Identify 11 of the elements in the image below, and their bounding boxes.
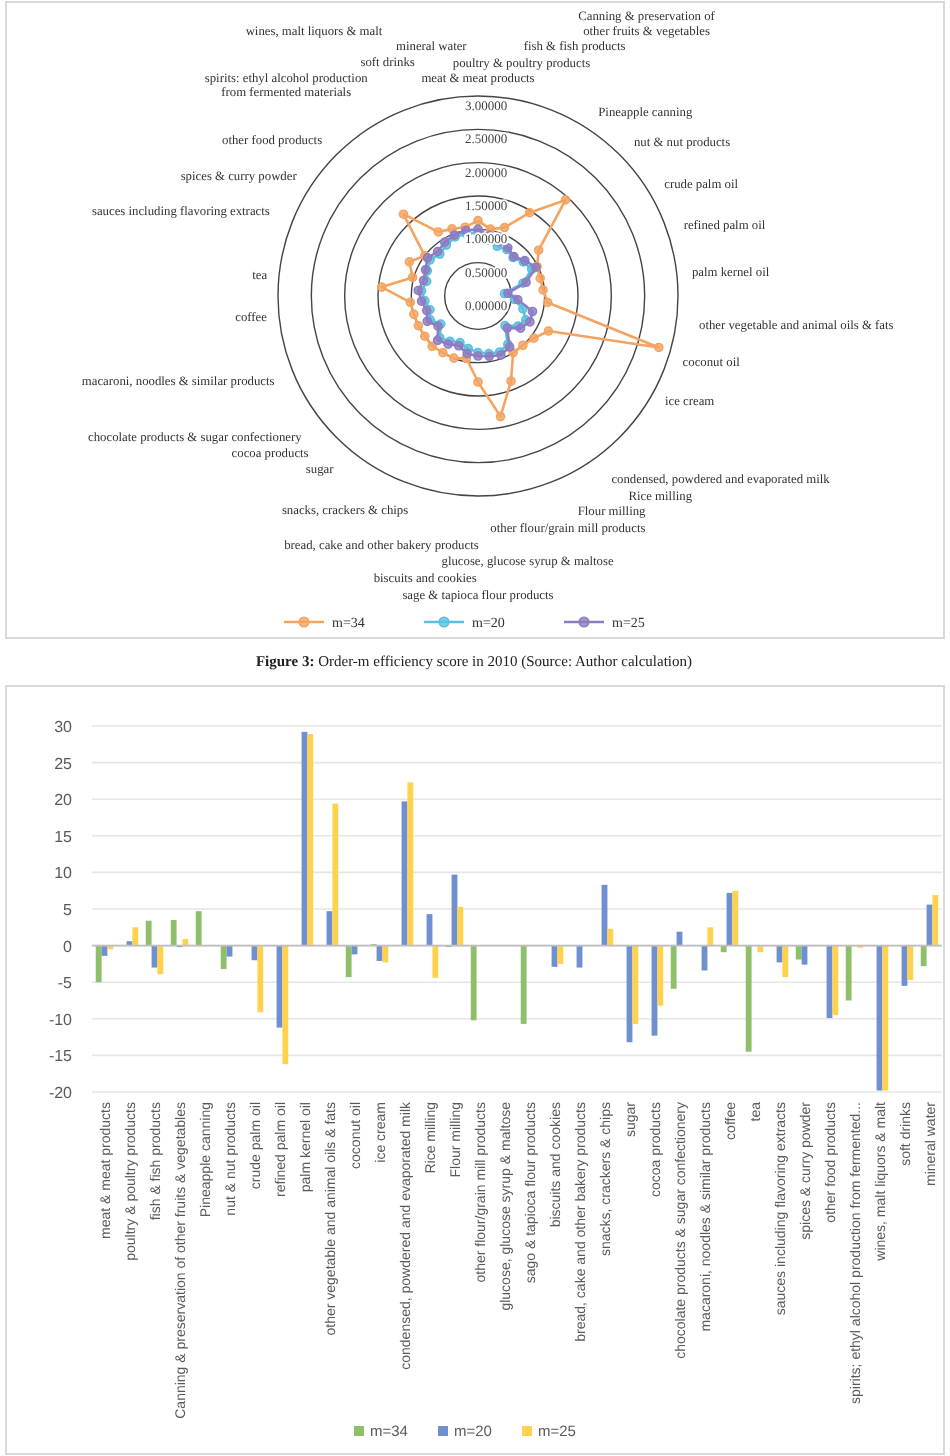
y-tick-label: -20 xyxy=(48,1084,74,1102)
y-tick-label: 10 xyxy=(54,864,74,883)
y-tick-label: 15 xyxy=(54,827,74,846)
y-tick-label: 20 xyxy=(54,791,74,810)
y-tick-label: 30 xyxy=(54,718,74,736)
y-tick-label: 5 xyxy=(63,901,74,919)
y-tick-label: -15 xyxy=(48,1047,74,1066)
y-tick-label: 0 xyxy=(63,937,74,956)
y-tick-label: 25 xyxy=(54,754,74,773)
y-tick-label: -5 xyxy=(57,974,74,993)
y-tick-label: -10 xyxy=(48,1010,74,1029)
